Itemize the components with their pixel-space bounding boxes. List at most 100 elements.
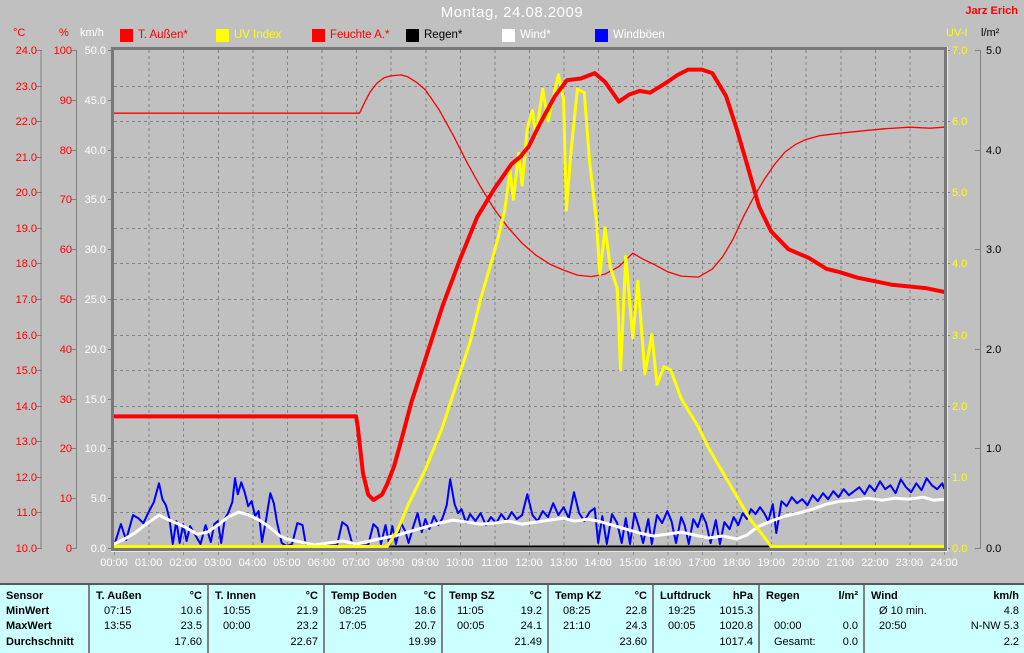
cell-value: 23.5 <box>180 620 202 633</box>
tick-label-uv: 4.0 <box>952 258 967 270</box>
cell-time: 10:55 <box>223 605 251 618</box>
tick-label-uv: 2.0 <box>952 401 967 413</box>
table-column-header: Regen l/m² <box>760 588 863 603</box>
cell-time: 11:05 <box>457 605 484 618</box>
series-uv-index <box>114 73 944 548</box>
table-column-header: Temp Boden °C <box>325 588 441 603</box>
column-name: Luftdruck <box>660 589 711 602</box>
table-cell-row: 1017.4 <box>654 634 758 649</box>
column-unit: °C <box>423 589 436 602</box>
x-tick-label: 18:00 <box>723 557 751 569</box>
legend-swatch-icon <box>312 28 325 42</box>
tick-label-humidity: 90 <box>60 95 72 107</box>
tick-label-wind: 40.0 <box>85 145 106 157</box>
tick-label-temp: 21.0 <box>16 152 37 164</box>
tick-label-rain: 0.0 <box>986 543 1001 555</box>
table-column-t-au-en: T. Außen °C 07:15 10.6 13:55 23.5 17.60 <box>88 585 207 653</box>
column-name: T. Außen <box>96 589 142 602</box>
x-tick-label: 22:00 <box>861 557 889 569</box>
x-tick-label: 09:00 <box>411 557 439 569</box>
tick-label-temp: 18.0 <box>16 258 37 270</box>
table-column-header: T. Innen °C <box>209 588 323 603</box>
column-unit: hPa <box>732 589 753 602</box>
cell-time: 00:00 <box>774 620 802 633</box>
axis-header-uv: UV-I <box>946 27 968 39</box>
x-axis: 00:00 01:00 02:00 03:00 04:00 05:00 06:00 07:00… <box>100 551 958 569</box>
column-name: Temp KZ <box>555 589 602 602</box>
cell-value: 1015.3 <box>719 605 753 618</box>
cell-time: Gesamt: <box>774 635 816 648</box>
legend-swatch-icon <box>216 28 229 42</box>
legend-swatch-icon <box>502 28 515 42</box>
tick-label-rain: 5.0 <box>986 45 1001 57</box>
table-cell-row: 08:25 22.8 <box>549 603 652 618</box>
x-tick-label: 04:00 <box>239 557 267 569</box>
cell-time: 00:05 <box>457 620 485 633</box>
legend-item-1: UV Index <box>216 28 281 42</box>
x-tick-label: 00:00 <box>100 557 128 569</box>
axis-header-humidity: % <box>59 27 69 39</box>
y-axis-wind: 50.0 45.0 40.0 35.0 30.0 25.0 20.0 15.0 10.0 5.0 0… <box>85 45 114 555</box>
cell-time: 08:25 <box>339 605 367 618</box>
table-cell-row: 17.60 <box>90 634 207 649</box>
x-tick-label: 14:00 <box>584 557 612 569</box>
tick-label-temp: 13.0 <box>16 436 37 448</box>
legend-item-0: T. Außen* <box>120 28 188 42</box>
cell-time: 21:10 <box>563 620 591 633</box>
x-tick-label: 07:00 <box>342 557 370 569</box>
table-row-label-text: Durchschnitt <box>6 635 74 648</box>
table-cell-row: 17:05 20.7 <box>325 619 441 634</box>
tick-label-rain: 1.0 <box>986 443 1001 455</box>
tick-label-temp: 10.0 <box>16 543 37 555</box>
x-tick-label: 12:00 <box>515 557 543 569</box>
cell-value: 24.3 <box>625 620 647 633</box>
y-axis-rain: 5.0 4.0 3.0 2.0 1.0 0.0 <box>975 45 1001 555</box>
legend-swatch-icon <box>595 28 608 42</box>
cell-value: 23.60 <box>619 635 647 648</box>
table-column-header: Luftdruck hPa <box>654 588 758 603</box>
cell-time: 17:05 <box>339 620 367 633</box>
legend-label: UV Index <box>234 29 282 41</box>
column-name: T. Innen <box>215 589 256 602</box>
cell-time: 07:15 <box>104 605 132 618</box>
tick-label-uv: 5.0 <box>952 187 967 199</box>
column-name: Temp SZ <box>449 589 495 602</box>
cell-time: 00:05 <box>668 620 696 633</box>
tick-label-rain: 3.0 <box>986 244 1001 256</box>
table-cell-row: 22.67 <box>209 634 323 649</box>
x-tick-label: 19:00 <box>757 557 785 569</box>
cell-time: 13:55 <box>104 620 132 633</box>
table-row-label: MaxWert <box>0 619 88 634</box>
tick-label-temp: 16.0 <box>16 330 37 342</box>
table-column-temp-kz: Temp KZ °C 08:25 22.8 21:10 24.3 23.60 <box>547 585 652 653</box>
cell-time: 00:00 <box>223 620 251 633</box>
x-tick-label: 15:00 <box>619 557 647 569</box>
cell-value: 0.0 <box>842 620 858 633</box>
column-unit: km/h <box>993 589 1019 602</box>
page-title: Montag, 24.08.2009 <box>440 4 584 21</box>
table-row-label-text: Sensor <box>6 589 44 602</box>
cell-time: 08:25 <box>563 605 591 618</box>
table-row-label: Durchschnitt <box>0 634 88 649</box>
legend-swatch-icon <box>120 28 133 42</box>
table-cell-row: 21:10 24.3 <box>549 619 652 634</box>
cell-value: 1017.4 <box>719 635 753 648</box>
x-tick-label: 03:00 <box>204 557 232 569</box>
tick-label-wind: 15.0 <box>85 394 106 406</box>
table-cell-row: 00:05 1020.8 <box>654 619 758 634</box>
legend-label: Windböen <box>613 29 665 41</box>
x-tick-label: 11:00 <box>481 557 508 569</box>
cell-value: 21.9 <box>296 605 318 618</box>
tick-label-temp: 14.0 <box>16 401 37 413</box>
cell-value: 19.2 <box>520 605 542 618</box>
tick-label-uv: 6.0 <box>952 116 967 128</box>
tick-label-rain: 4.0 <box>986 145 1001 157</box>
legend-label: Feuchte A.* <box>330 29 390 41</box>
cell-value: 22.67 <box>290 635 318 648</box>
tick-label-wind: 20.0 <box>85 344 106 356</box>
cell-value: 0.0 <box>842 635 858 648</box>
table-column-wind: Wind km/h Ø 10 min. 4.8 20:50 N-NW 5.3 2.2 <box>863 585 1024 653</box>
tick-label-temp: 19.0 <box>16 223 37 235</box>
tick-label-uv: 1.0 <box>952 472 967 484</box>
